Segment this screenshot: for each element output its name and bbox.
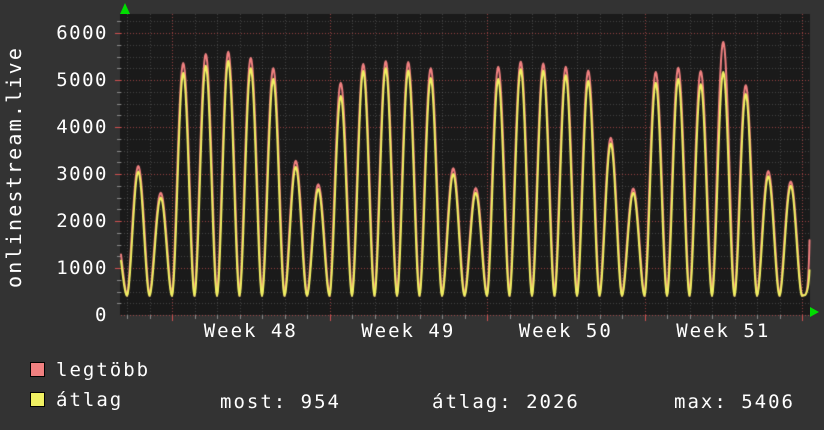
x-week-label: Week 51 xyxy=(676,320,771,342)
y-tick-label: 2000 xyxy=(56,210,108,232)
stat-most-label: most: xyxy=(220,391,288,413)
legend-label-atlag: átlag xyxy=(56,389,124,411)
stat-max: max: 5406 xyxy=(674,391,795,413)
stat-atlag: átlag: 2026 xyxy=(432,391,580,413)
y-tick-label: 0 xyxy=(95,304,108,326)
legend-row-atlag: átlag xyxy=(30,390,123,412)
x-week-label: Week 49 xyxy=(361,320,456,342)
stat-atlag-value: 2026 xyxy=(526,391,580,413)
y-tick-label: 4000 xyxy=(56,116,108,138)
y-tick-label: 1000 xyxy=(56,257,108,279)
legend-swatch-legtobb xyxy=(30,362,45,377)
legend-row-legtobb: legtöbb xyxy=(30,360,150,382)
stat-most: most: 954 xyxy=(220,391,341,413)
stat-max-label: max: xyxy=(674,391,728,413)
x-axis-arrow-right-icon xyxy=(810,307,819,317)
x-week-label: Week 48 xyxy=(203,320,298,342)
legend-label-legtobb: legtöbb xyxy=(56,359,151,381)
y-tick-label: 3000 xyxy=(56,163,108,185)
legend-swatch-atlag xyxy=(30,392,45,407)
x-week-label: Week 50 xyxy=(518,320,613,342)
stat-max-value: 5406 xyxy=(741,391,795,413)
stat-most-value: 954 xyxy=(300,391,341,413)
y-axis-arrow-up-icon xyxy=(120,3,130,14)
y-tick-label: 6000 xyxy=(56,22,108,44)
y-tick-label: 5000 xyxy=(56,69,108,91)
stat-atlag-label: átlag: xyxy=(432,391,513,413)
